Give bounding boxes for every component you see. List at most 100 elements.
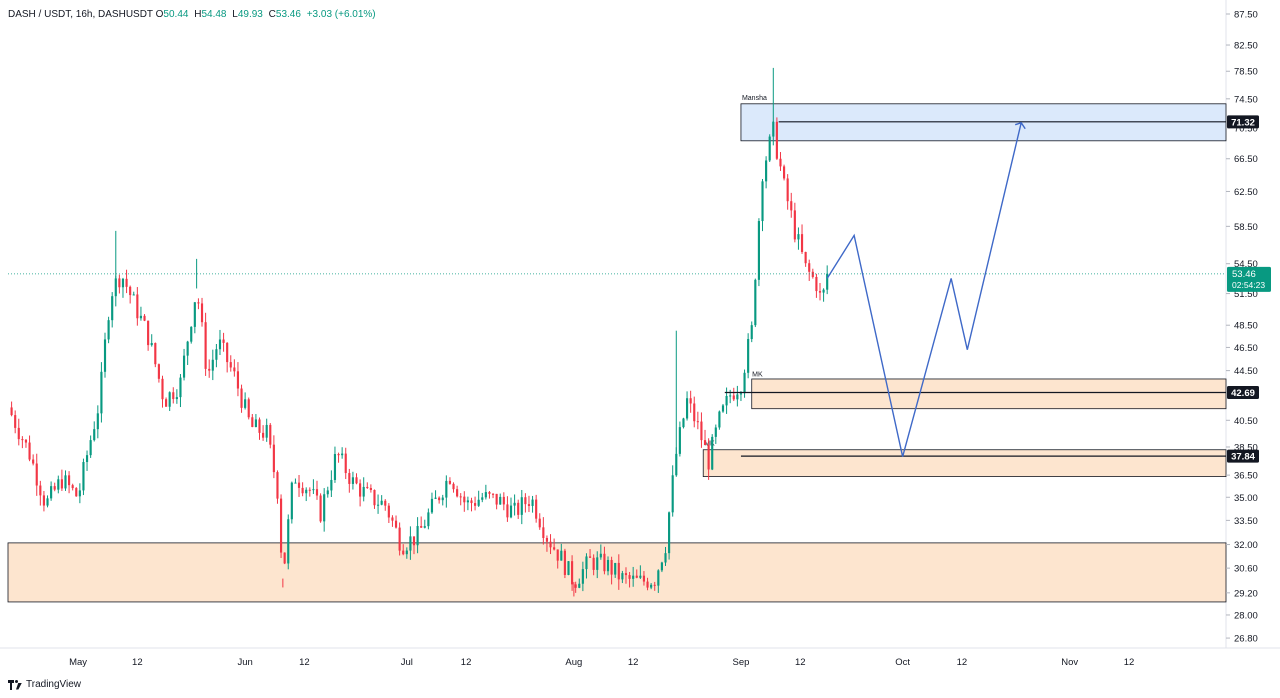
candle-body [312,489,315,491]
candle-body [585,556,588,570]
candle-body [326,490,329,495]
candle-body [17,427,20,440]
candle-body [103,339,107,372]
price-tick-label: 78.50 [1234,67,1258,78]
price-tick-label: 35.00 [1234,493,1258,504]
candle-body [535,499,538,519]
candle-body [617,562,620,580]
candle-body [703,440,707,445]
candle-body [775,121,778,159]
candle-body [251,417,254,427]
candle-body [215,349,218,360]
candle-body [685,398,689,419]
candle-body [513,502,516,506]
candle-body [592,557,595,570]
candle-body [459,496,462,498]
open-value: 50.44 [163,9,189,20]
candle-body [463,496,466,503]
time-axis[interactable]: May 12 Jun 12 Jul 12 Aug 12 Sep 12 Oct 12 Nov 12 [69,657,1134,668]
price-tick-label: 58.50 [1234,222,1258,233]
candle-body [71,485,74,489]
candle-body [118,278,121,288]
candle-body [14,415,17,428]
projection-arrowhead [1014,121,1026,130]
candle-body [660,562,663,571]
candle-body [563,550,566,575]
candle-body [294,482,297,484]
candle-body [355,477,358,484]
candle-body [82,462,85,491]
level-badge [1227,115,1259,129]
candle-body [488,492,491,494]
candle-body [132,294,135,296]
candle-body [416,526,419,546]
candle-body [581,569,584,584]
candle-body [524,497,527,505]
level-badge [1227,386,1259,400]
symbol-label[interactable]: DASH / USDT, 16h, DASHUSDT [8,9,153,20]
level-badge-label: 71.32 [1231,117,1255,128]
candle-body [434,497,437,499]
candle-body [172,392,175,400]
price-tick-label: 51.50 [1234,289,1258,300]
price-tick-label: 36.50 [1234,471,1258,482]
candle-body [240,388,243,408]
price-tick-label: 28.00 [1234,610,1258,621]
time-tick-label: Jun [237,657,252,668]
tradingview-logo-icon [8,679,22,690]
candle-body [603,553,606,572]
candle-body [721,405,725,412]
candle-body [197,302,200,304]
candle-body [85,455,89,463]
candle-body [560,550,563,561]
candle-body [46,498,49,506]
candle-body [624,573,628,576]
candle-body [139,315,143,319]
candle-body [757,221,760,280]
candle-body [567,561,570,575]
candle-body [24,439,28,443]
candle-body [175,397,178,400]
candle-body [574,584,577,588]
candle-body [700,421,703,441]
candle-body [168,392,171,407]
candle-body [319,495,322,522]
candle-body [538,518,541,528]
candle-body [621,573,624,580]
candle-body [818,291,822,293]
candle-body [305,489,308,494]
price-tick-label: 30.60 [1234,564,1258,575]
candle-body [610,559,613,575]
open-label: O [155,9,164,20]
candle-body [599,553,602,558]
candle-body [114,278,117,297]
price-axis[interactable]: 87.50 82.50 78.50 74.50 70.50 66.50 62.50 58.50… [1226,9,1258,645]
candle-body [75,488,78,497]
candle-body [366,486,369,488]
candle-body [782,166,786,179]
candle-body [190,326,193,342]
candle-body [689,398,692,404]
time-tick-label: 12 [795,657,806,668]
candle-body [136,294,139,319]
candle-body [642,575,646,582]
candle-body [226,342,229,363]
candle-body [380,500,383,505]
candle-body [21,439,24,441]
candle-body [344,453,347,474]
time-tick-label: Sep [733,657,750,668]
candle-body [481,497,484,500]
candle-body [107,320,110,340]
candle-body [427,512,430,527]
candle-body [179,377,182,398]
candle-body [96,413,99,430]
price-tick-label: 66.50 [1234,154,1258,165]
candle-body [121,278,125,288]
candle-body [657,570,660,586]
price-tick-label: 82.50 [1234,41,1258,52]
candle-body [200,303,204,323]
tradingview-brand[interactable]: TradingView [8,679,81,690]
candle-body [553,547,556,550]
price-tick-label: 48.50 [1234,321,1258,332]
